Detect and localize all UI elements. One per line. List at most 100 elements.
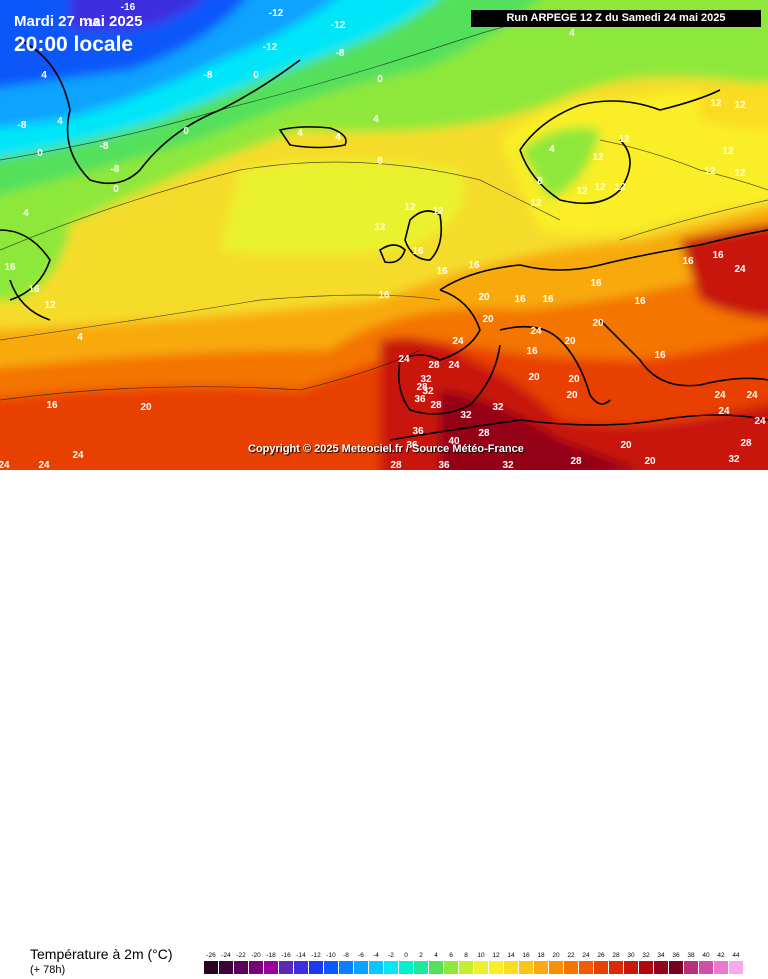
temperature-value-label: 16 — [412, 246, 424, 257]
scale-tick-label: -14 — [296, 952, 306, 959]
scale-swatch — [594, 961, 608, 974]
temperature-value-label: 28 — [570, 456, 582, 467]
scale-tick-label: 6 — [449, 952, 453, 959]
temperature-value-label: 24 — [718, 406, 730, 417]
temperature-value-label: 12 — [44, 300, 56, 311]
temperature-value-label: 8 — [537, 176, 543, 187]
scale-tick-label: 40 — [702, 952, 710, 959]
temperature-value-label: 16 — [712, 250, 724, 261]
scale-tick-label: -2 — [388, 952, 394, 959]
temperature-field — [0, 0, 768, 470]
temperature-value-label: 32 — [420, 374, 432, 385]
variable-title: Température à 2m (°C) — [30, 946, 173, 962]
scale-tick-label: 42 — [717, 952, 725, 959]
temperature-value-label: -8 — [336, 48, 345, 59]
scale-tick-label: -8 — [343, 952, 349, 959]
temperature-value-label: 16 — [378, 290, 390, 301]
scale-swatch — [264, 961, 278, 974]
lead-time: (+ 78h) — [30, 964, 66, 976]
temperature-value-label: 20 — [140, 402, 152, 413]
scale-swatch — [354, 961, 368, 974]
temperature-value-label: 4 — [335, 132, 341, 143]
temperature-value-label: 40 — [448, 436, 460, 447]
scale-swatch — [654, 961, 668, 974]
temperature-value-label: 4 — [41, 70, 47, 81]
temperature-value-label: -12 — [263, 42, 278, 53]
temperature-value-label: 0 — [37, 148, 43, 159]
scale-tick-label: 28 — [612, 952, 620, 959]
scale-swatch — [399, 961, 413, 974]
temperature-value-label: 16 — [542, 294, 554, 305]
temperature-value-label: 24 — [448, 360, 460, 371]
scale-tick-label: -12 — [311, 952, 321, 959]
temperature-value-label: 12 — [704, 166, 716, 177]
temperature-value-label: -12 — [269, 8, 284, 19]
scale-swatch — [444, 961, 458, 974]
temperature-value-label: 24 — [38, 460, 50, 470]
temperature-value-label: 32 — [422, 386, 434, 397]
temperature-value-label: 4 — [569, 28, 575, 39]
temperature-value-label: 12 — [618, 134, 630, 145]
temperature-value-label: 24 — [452, 336, 464, 347]
temperature-value-label: 28 — [478, 428, 490, 439]
scale-swatch — [609, 961, 623, 974]
scale-swatch — [489, 961, 503, 974]
copyright-text: Copyright © 2025 Meteociel.fr / Source M… — [248, 443, 524, 455]
temperature-value-label: 0 — [377, 74, 383, 85]
temperature-value-label: 8 — [377, 156, 383, 167]
temperature-value-label: 4 — [23, 208, 29, 219]
forecast-date: Mardi 27 mai 2025 — [14, 13, 143, 30]
color-scale: -26 -24 -22 -20 -18 -16 -14 -12 -10 -8 -6 -4 -2 0 2 4 6 8… — [204, 952, 743, 974]
temperature-value-label: 16 — [682, 256, 694, 267]
temperature-value-label: 32 — [492, 402, 504, 413]
temperature-value-label: 12 — [734, 168, 746, 179]
scale-tick-label: 34 — [657, 952, 665, 959]
scale-tick-label: 36 — [672, 952, 680, 959]
temperature-value-label: 12 — [576, 186, 588, 197]
temperature-value-label: -8 — [111, 164, 120, 175]
temperature-value-label: 4 — [77, 332, 83, 343]
scale-swatch — [699, 961, 713, 974]
scale-tick-label: 0 — [404, 952, 408, 959]
temperature-value-label: 16 — [46, 400, 58, 411]
temperature-value-label: 20 — [528, 372, 540, 383]
temperature-value-label: 24 — [530, 326, 542, 337]
scale-tick-label: -18 — [266, 952, 276, 959]
scale-swatch — [429, 961, 443, 974]
scale-swatch — [219, 961, 233, 974]
scale-tick-label: 26 — [597, 952, 605, 959]
scale-swatch — [519, 961, 533, 974]
temperature-value-label: 24 — [746, 390, 758, 401]
temperature-value-label: 12 — [722, 146, 734, 157]
temperature-value-label: -8 — [18, 120, 27, 131]
scale-tick-label: 44 — [732, 952, 740, 959]
temperature-value-label: 32 — [460, 410, 472, 421]
temperature-value-label: 20 — [566, 390, 578, 401]
scale-swatch — [384, 961, 398, 974]
temperature-value-label: 16 — [654, 350, 666, 361]
scale-tick-label: 14 — [507, 952, 515, 959]
temperature-value-label: 16 — [514, 294, 526, 305]
temperature-value-label: -8 — [100, 141, 109, 152]
temperature-value-label: -12 — [85, 18, 100, 29]
temperature-map: -16 -12 -12 -12 -8 -8 -8 -8 -8 -12 4 4 4 0 0 0 0 0 4 4 4 8 4 4 8… — [0, 0, 768, 470]
temperature-value-label: 16 — [590, 278, 602, 289]
scale-swatch — [669, 961, 683, 974]
temperature-value-label: 24 — [72, 450, 84, 461]
scale-swatch — [729, 961, 743, 974]
temperature-value-label: 0 — [253, 70, 259, 81]
scale-tick-label: -22 — [236, 952, 246, 959]
temperature-value-label: 36 — [438, 460, 450, 470]
temperature-value-label: 36 — [414, 394, 426, 405]
temperature-value-label: 12 — [592, 152, 604, 163]
temperature-value-label: 24 — [714, 390, 726, 401]
scale-swatch — [324, 961, 338, 974]
temperature-value-label: 28 — [416, 382, 428, 393]
scale-swatch — [714, 961, 728, 974]
temperature-value-label: 4 — [57, 116, 63, 127]
scale-tick-label: -24 — [221, 952, 231, 959]
scale-swatch — [549, 961, 563, 974]
scale-tick-label: -10 — [326, 952, 336, 959]
scale-swatch — [459, 961, 473, 974]
scale-swatch — [504, 961, 518, 974]
